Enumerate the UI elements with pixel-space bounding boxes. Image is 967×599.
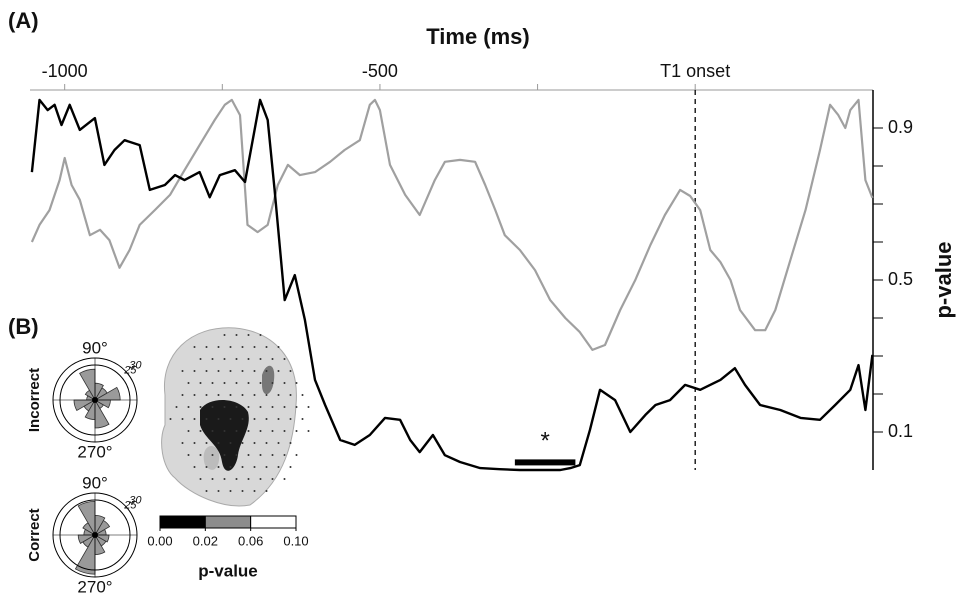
angle-label: 90° <box>82 473 108 492</box>
colorbar-tick-label: 0.06 <box>238 533 263 548</box>
x-tick-label: -1000 <box>42 61 88 81</box>
y-axis-label: p-value <box>931 241 956 318</box>
x-tick-label: T1 onset <box>660 61 730 81</box>
rose-ring-label: 25 <box>123 500 137 512</box>
panel-label: (A) <box>8 8 39 33</box>
series-line <box>30 98 874 472</box>
angle-label: 270° <box>77 442 112 461</box>
head-model <box>161 327 310 507</box>
significance-label: * <box>540 428 549 455</box>
rose-center <box>92 397 98 403</box>
rose-center <box>92 532 98 538</box>
colorbar-segment <box>204 515 252 529</box>
y-tick-label: 0.5 <box>888 269 913 289</box>
rose-ring-label: 25 <box>123 365 137 377</box>
colorbar-label: p-value <box>198 561 258 580</box>
panel-label: (B) <box>8 314 39 339</box>
colorbar-tick-label: 0.00 <box>147 533 172 548</box>
rose-label: Correct <box>26 508 43 561</box>
colorbar-segment <box>159 515 206 529</box>
rose-ring-label: 30 <box>129 360 142 372</box>
rose-sector <box>82 522 97 537</box>
y-tick-label: 0.9 <box>888 117 913 137</box>
rose-ring-label: 30 <box>129 495 142 507</box>
rose-sector <box>84 389 97 402</box>
colorbar-segment <box>250 515 297 529</box>
x-axis-label: Time (ms) <box>426 24 530 49</box>
angle-label: 270° <box>77 577 112 596</box>
x-tick-label: -500 <box>362 61 398 81</box>
significance-bar <box>514 459 576 466</box>
rose-label: Incorrect <box>26 368 43 432</box>
series-line <box>30 98 874 351</box>
colorbar-tick-label: 0.02 <box>193 533 218 548</box>
colorbar-tick-label: 0.10 <box>283 533 308 548</box>
y-tick-label: 0.1 <box>888 421 913 441</box>
angle-label: 90° <box>82 338 108 357</box>
